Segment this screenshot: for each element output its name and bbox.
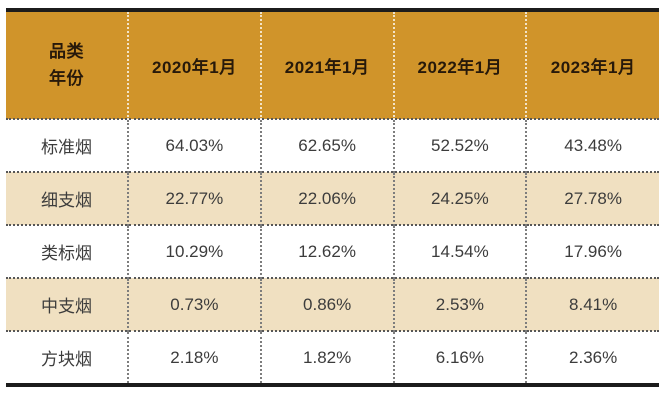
value-cell: 2.36% — [526, 330, 659, 385]
column-header-2020-jan: 2020年1月 — [128, 10, 262, 119]
value-cell: 2.53% — [393, 277, 528, 331]
value-cell: 27.78% — [526, 171, 659, 225]
header-row: 品类 年份 2020年1月 2021年1月 2022年1月 2023年1月 — [6, 10, 659, 119]
value-cell: 64.03% — [128, 118, 262, 172]
column-header-2022-jan: 2022年1月 — [393, 10, 528, 119]
value-cell: 0.73% — [128, 277, 262, 331]
value-cell: 0.86% — [260, 277, 395, 331]
value-cell: 43.48% — [526, 118, 659, 172]
column-header-2023-jan: 2023年1月 — [526, 10, 659, 119]
value-cell: 14.54% — [393, 224, 528, 278]
value-cell: 22.06% — [260, 171, 395, 225]
table-row-1: 标准烟 64.03% 62.65% 52.52% 43.48% — [6, 118, 659, 172]
value-cell: 12.62% — [260, 224, 395, 278]
value-cell: 62.65% — [260, 118, 395, 172]
table-row-3: 类标烟 10.29% 12.62% 14.54% 17.96% — [6, 224, 659, 278]
table-row-5: 方块烟 2.18% 1.82% 6.16% 2.36% — [6, 330, 659, 385]
row-label: 方块烟 — [6, 330, 129, 385]
value-cell: 8.41% — [526, 277, 659, 331]
category-share-table: 品类 年份 2020年1月 2021年1月 2022年1月 2023年1月 标准… — [6, 8, 659, 387]
row-label: 类标烟 — [6, 224, 129, 278]
column-header-2021-jan: 2021年1月 — [260, 10, 395, 119]
value-cell: 6.16% — [393, 330, 528, 385]
corner-header-line2: 年份 — [49, 69, 84, 88]
value-cell: 22.77% — [128, 171, 262, 225]
value-cell: 24.25% — [393, 171, 528, 225]
corner-header-line1: 品类 — [49, 42, 84, 61]
row-label: 细支烟 — [6, 171, 129, 225]
table-row-4: 中支烟 0.73% 0.86% 2.53% 8.41% — [6, 277, 659, 331]
corner-header-cell: 品类 年份 — [6, 10, 129, 119]
value-cell: 52.52% — [393, 118, 528, 172]
value-cell: 17.96% — [526, 224, 659, 278]
table-row-2: 细支烟 22.77% 22.06% 24.25% 27.78% — [6, 171, 659, 225]
value-cell: 10.29% — [128, 224, 262, 278]
row-label: 中支烟 — [6, 277, 129, 331]
value-cell: 1.82% — [260, 330, 395, 385]
value-cell: 2.18% — [128, 330, 262, 385]
row-label: 标准烟 — [6, 118, 129, 172]
